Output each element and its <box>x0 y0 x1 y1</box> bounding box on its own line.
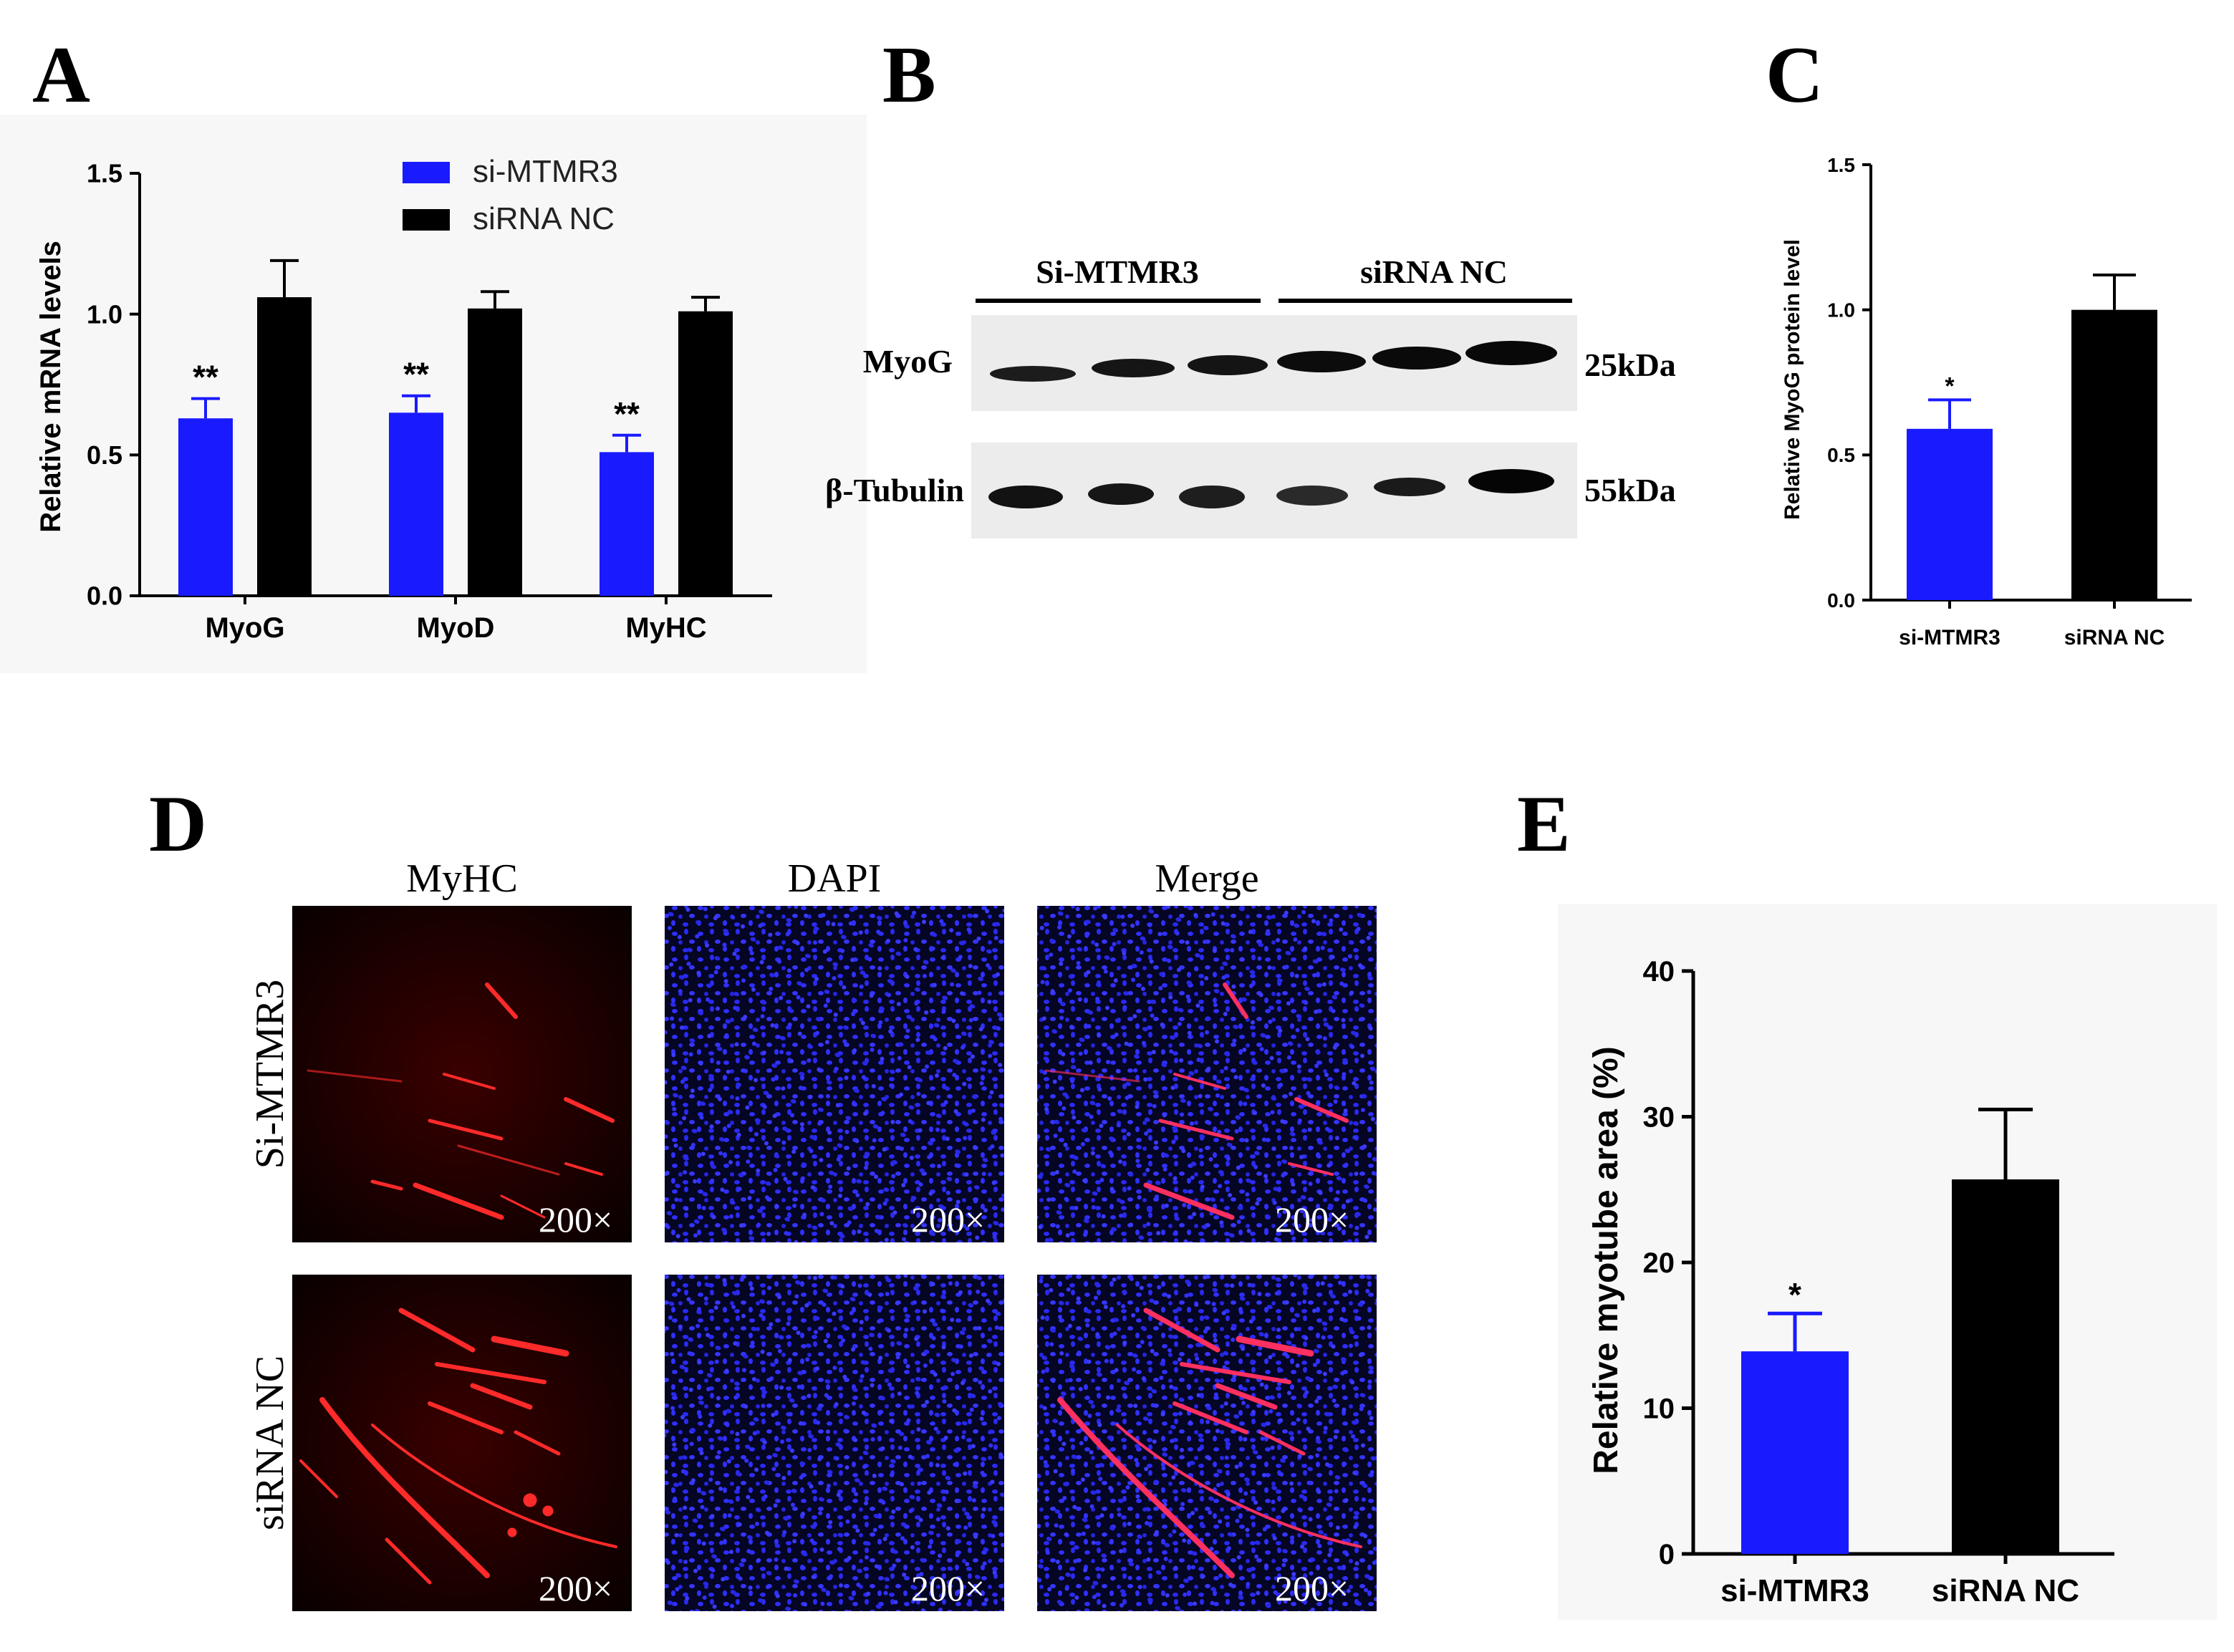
micro-image-dapi-nc: 200× <box>665 1275 1004 1611</box>
x-tick-label: MyHC <box>625 612 706 644</box>
chart-a: si-MTMR3 siRNA NC Relative mRNA levels 0… <box>0 115 867 673</box>
western-blot: Si-MTMR3 siRNA NC MyoG 25kDa β-Tubulin 5… <box>825 253 1676 538</box>
chart-e-background <box>1558 904 2217 1620</box>
y-tick-label: 1.0 <box>87 299 122 329</box>
y-tick-label: 1.5 <box>87 159 122 188</box>
y-tick-label: 30 <box>1643 1102 1675 1134</box>
microscopy-grid: MyHC DAPI Merge Si-MTMR3 siRNA NC 200× <box>248 856 1377 1611</box>
x-tick-label: siRNA NC <box>1932 1573 2079 1608</box>
bar <box>2071 309 2157 600</box>
bar <box>1907 428 1993 600</box>
x-tick-label: siRNA NC <box>2064 626 2165 649</box>
magnification-label: 200× <box>911 1199 985 1240</box>
significance-marker: ** <box>614 395 640 433</box>
y-tick-label: 0.0 <box>87 581 122 611</box>
legend-swatch-si <box>403 162 450 183</box>
band <box>1092 359 1175 377</box>
significance-marker: ** <box>403 356 429 393</box>
legend-label-si: si-MTMR3 <box>473 154 618 189</box>
significance-marker: * <box>1945 372 1955 400</box>
panel-letter-d: D <box>149 780 207 869</box>
band <box>1088 483 1154 505</box>
magnification-label: 200× <box>911 1568 985 1608</box>
x-tick-label: MyoG <box>205 612 284 644</box>
panel-letter-b: B <box>882 31 936 120</box>
panel-letter-a: A <box>32 31 90 120</box>
bar <box>1952 1179 2059 1554</box>
y-tick-label: 10 <box>1643 1393 1675 1425</box>
bar <box>389 412 443 596</box>
bar <box>468 308 522 596</box>
blot-size-tubulin: 55kDa <box>1584 472 1676 508</box>
band <box>1277 351 1366 372</box>
blot-strip-myog <box>971 315 1577 411</box>
micro-image-dapi-si: 200× <box>665 906 1004 1242</box>
significance-marker: * <box>1788 1276 1801 1313</box>
x-tick-label: si-MTMR3 <box>1720 1573 1869 1608</box>
blot-strip-tubulin <box>971 443 1577 538</box>
band <box>1465 341 1557 365</box>
chart-e-ylabel: Relative myotube area (%) <box>1587 1046 1625 1474</box>
chart-c-ylabel: Relative MyoG protein level <box>1781 239 1804 520</box>
blot-group-si: Si-MTMR3 <box>1036 253 1198 290</box>
bar <box>1741 1351 1849 1554</box>
significance-marker: ** <box>193 359 218 396</box>
bar <box>600 452 654 596</box>
y-tick-label: 0.0 <box>1827 589 1855 612</box>
magnification-label: 200× <box>1275 1199 1349 1240</box>
bar <box>178 418 233 596</box>
y-tick-label: 20 <box>1643 1247 1675 1279</box>
x-tick-label: si-MTMR3 <box>1899 626 2001 649</box>
blot-row-label-tubulin: β-Tubulin <box>825 472 964 508</box>
chart-a-ylabel: Relative mRNA levels <box>35 241 67 533</box>
legend-swatch-nc <box>403 209 450 231</box>
chart-c: Relative MyoG protein level 0.0 0.5 1.0 1.5… <box>1781 154 2192 649</box>
micro-row-nc: siRNA NC <box>248 1356 292 1530</box>
y-tick-label: 0 <box>1659 1539 1675 1570</box>
magnification-label: 200× <box>1275 1568 1349 1608</box>
bar <box>678 311 733 596</box>
y-tick-label: 0.5 <box>1827 444 1855 466</box>
chart-a-legend: si-MTMR3 siRNA NC <box>403 154 618 236</box>
bar <box>257 297 312 596</box>
band <box>988 486 1063 508</box>
band <box>1374 478 1445 496</box>
legend-label-nc: siRNA NC <box>473 201 615 236</box>
blot-group-nc: siRNA NC <box>1360 253 1508 290</box>
y-tick-label: 0.5 <box>87 440 122 470</box>
band <box>1179 486 1245 508</box>
micro-col-myhc: MyHC <box>406 856 518 901</box>
panel-letter-c: C <box>1766 31 1824 120</box>
band <box>990 366 1076 382</box>
band <box>1372 347 1461 369</box>
micro-image-myhc-si: 200× <box>292 906 632 1242</box>
y-tick-label: 1.0 <box>1827 299 1855 321</box>
band <box>1188 355 1268 375</box>
micro-col-dapi: DAPI <box>788 856 882 901</box>
y-tick-label: 40 <box>1643 956 1675 987</box>
micro-image-myhc-nc: 200× <box>292 1275 632 1611</box>
panel-letter-e: E <box>1517 780 1571 869</box>
micro-row-si: Si-MTMR3 <box>248 980 292 1169</box>
y-tick-label: 1.5 <box>1827 154 1855 176</box>
chart-e: Relative myotube area (%) 0 10 20 30 40 * si-M… <box>1558 904 2217 1620</box>
micro-col-merge: Merge <box>1155 856 1258 901</box>
magnification-label: 200× <box>539 1568 612 1608</box>
micro-image-merge-si: 200× <box>1037 906 1377 1242</box>
magnification-label: 200× <box>539 1199 612 1240</box>
x-tick-label: MyoD <box>417 612 495 644</box>
blot-size-myog: 25kDa <box>1584 347 1676 383</box>
band <box>1468 469 1554 493</box>
band <box>1276 486 1348 506</box>
blot-row-label-myog: MyoG <box>863 343 953 380</box>
micro-image-merge-nc: 200× <box>1037 1275 1377 1611</box>
